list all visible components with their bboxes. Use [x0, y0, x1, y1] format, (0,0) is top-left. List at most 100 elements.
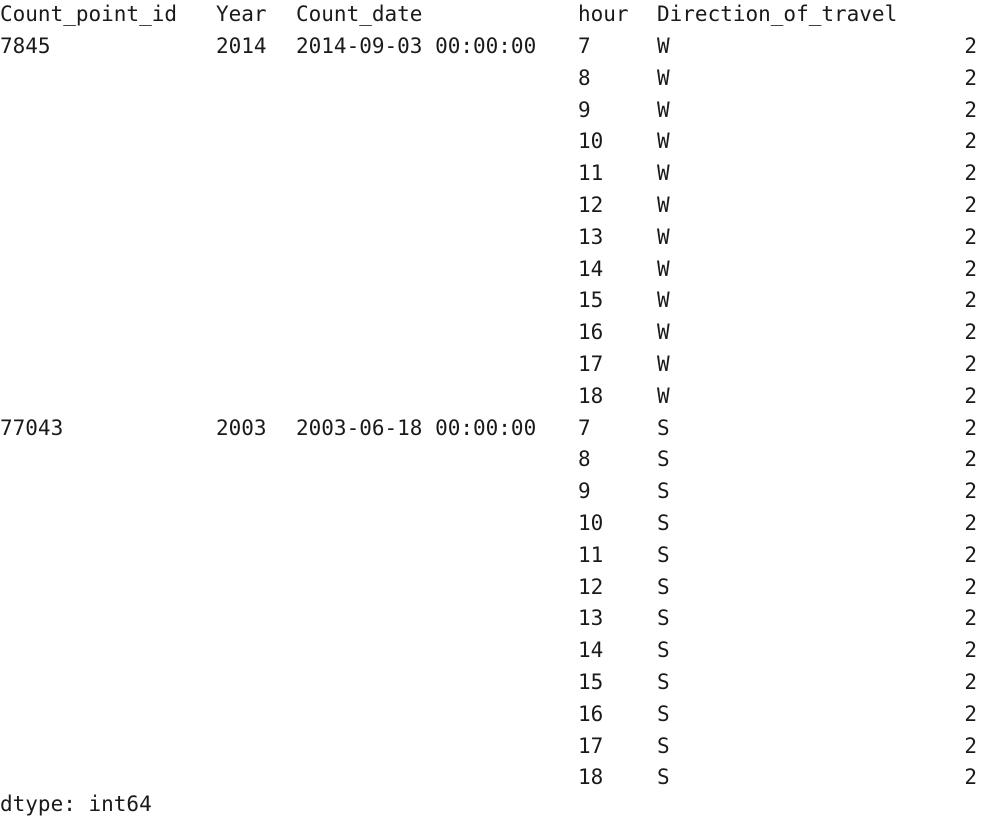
cell-hour: 15 — [578, 670, 604, 694]
table-row: 9 S 2 — [0, 477, 981, 509]
cell-hour: 13 — [578, 225, 604, 249]
table-row: 12 S 2 — [0, 573, 981, 605]
cell-value: 2 — [964, 161, 977, 185]
cell-value: 2 — [964, 765, 977, 789]
cell-value: 2 — [964, 543, 977, 567]
cell-direction: W — [657, 352, 670, 376]
table-row: 8 W 2 — [0, 64, 981, 96]
cell-direction: W — [657, 384, 670, 408]
cell-year: 2014 — [216, 34, 267, 58]
table-row: 9 W 2 — [0, 96, 981, 128]
cell-hour: 7 — [578, 34, 591, 58]
cell-direction: S — [657, 479, 670, 503]
cell-hour: 12 — [578, 575, 604, 599]
cell-value: 2 — [964, 129, 977, 153]
cell-value: 2 — [964, 702, 977, 726]
cell-hour: 17 — [578, 352, 604, 376]
table-row: 12 W 2 — [0, 191, 981, 223]
table-row: 16 S 2 — [0, 700, 981, 732]
cell-direction: S — [657, 734, 670, 758]
cell-value: 2 — [964, 352, 977, 376]
cell-direction: S — [657, 606, 670, 630]
table-row: 77043 2003 2003-06-18 00:00:00 7 S 2 — [0, 414, 981, 446]
column-header-count-date: Count_date — [296, 2, 423, 26]
cell-hour: 14 — [578, 638, 604, 662]
cell-direction: S — [657, 765, 670, 789]
cell-hour: 14 — [578, 257, 604, 281]
cell-value: 2 — [964, 638, 977, 662]
table-row: 8 S 2 — [0, 445, 981, 477]
cell-hour: 9 — [578, 98, 591, 122]
dtype-label: dtype: int64 — [0, 792, 152, 816]
table-row: 10 W 2 — [0, 127, 981, 159]
table-row: 16 W 2 — [0, 318, 981, 350]
cell-hour: 9 — [578, 479, 591, 503]
cell-value: 2 — [964, 670, 977, 694]
table-row: 18 S 2 — [0, 763, 981, 795]
table-row: 7845 2014 2014-09-03 00:00:00 7 W 2 — [0, 32, 981, 64]
table-row: 13 W 2 — [0, 223, 981, 255]
cell-year: 2003 — [216, 416, 267, 440]
cell-value: 2 — [964, 479, 977, 503]
cell-direction: S — [657, 575, 670, 599]
table-row: 13 S 2 — [0, 604, 981, 636]
cell-value: 2 — [964, 320, 977, 344]
cell-value: 2 — [964, 575, 977, 599]
table-row: 18 W 2 — [0, 382, 981, 414]
cell-value: 2 — [964, 34, 977, 58]
cell-value: 2 — [964, 193, 977, 217]
cell-hour: 7 — [578, 416, 591, 440]
cell-value: 2 — [964, 511, 977, 535]
table-row: 17 W 2 — [0, 350, 981, 382]
cell-direction: S — [657, 416, 670, 440]
table-row: 11 W 2 — [0, 159, 981, 191]
cell-hour: 17 — [578, 734, 604, 758]
cell-hour: 16 — [578, 320, 604, 344]
cell-count-point-id: 7845 — [0, 34, 51, 58]
cell-direction: S — [657, 543, 670, 567]
cell-value: 2 — [964, 288, 977, 312]
cell-value: 2 — [964, 734, 977, 758]
column-header-year: Year — [216, 2, 267, 26]
cell-value: 2 — [964, 447, 977, 471]
cell-value: 2 — [964, 98, 977, 122]
header-row: Count_point_id Year Count_date hour Dire… — [0, 0, 981, 32]
table-row: 15 W 2 — [0, 286, 981, 318]
cell-hour: 12 — [578, 193, 604, 217]
cell-direction: W — [657, 129, 670, 153]
cell-direction: S — [657, 447, 670, 471]
cell-hour: 13 — [578, 606, 604, 630]
cell-direction: S — [657, 702, 670, 726]
cell-value: 2 — [964, 225, 977, 249]
column-header-direction: Direction_of_travel — [657, 2, 898, 26]
cell-count-point-id: 77043 — [0, 416, 64, 440]
cell-hour: 15 — [578, 288, 604, 312]
cell-direction: W — [657, 193, 670, 217]
table-row: 17 S 2 — [0, 732, 981, 764]
cell-hour: 11 — [578, 161, 604, 185]
table-row: 11 S 2 — [0, 541, 981, 573]
cell-hour: 10 — [578, 129, 604, 153]
column-header-hour: hour — [578, 2, 629, 26]
cell-hour: 8 — [578, 447, 591, 471]
cell-hour: 18 — [578, 765, 604, 789]
column-header-count-point-id: Count_point_id — [0, 2, 178, 26]
cell-direction: W — [657, 66, 670, 90]
cell-hour: 11 — [578, 543, 604, 567]
cell-direction: W — [657, 225, 670, 249]
table-row: 15 S 2 — [0, 668, 981, 700]
cell-direction: S — [657, 670, 670, 694]
cell-direction: W — [657, 161, 670, 185]
cell-hour: 18 — [578, 384, 604, 408]
cell-direction: W — [657, 98, 670, 122]
cell-direction: S — [657, 511, 670, 535]
cell-hour: 8 — [578, 66, 591, 90]
cell-value: 2 — [964, 257, 977, 281]
cell-direction: W — [657, 320, 670, 344]
cell-direction: W — [657, 257, 670, 281]
cell-value: 2 — [964, 66, 977, 90]
table-row: 14 W 2 — [0, 255, 981, 287]
cell-hour: 10 — [578, 511, 604, 535]
cell-hour: 16 — [578, 702, 604, 726]
